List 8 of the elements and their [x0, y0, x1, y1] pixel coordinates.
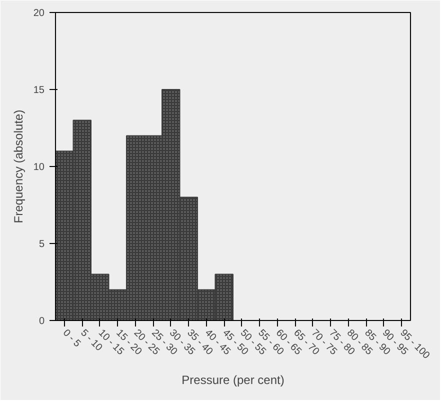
x-axis-title: Pressure (per cent): [182, 373, 284, 388]
y-tick-label: 10: [33, 162, 45, 173]
y-tick-label: 0: [38, 316, 45, 327]
y-axis-title: Frequency (absolute): [11, 110, 26, 224]
x-tick-label: 0 - 5: [60, 328, 83, 350]
y-tick-label: 15: [33, 85, 45, 96]
y-tick-label: 20: [33, 8, 45, 19]
y-tick-label: 5: [38, 239, 45, 250]
